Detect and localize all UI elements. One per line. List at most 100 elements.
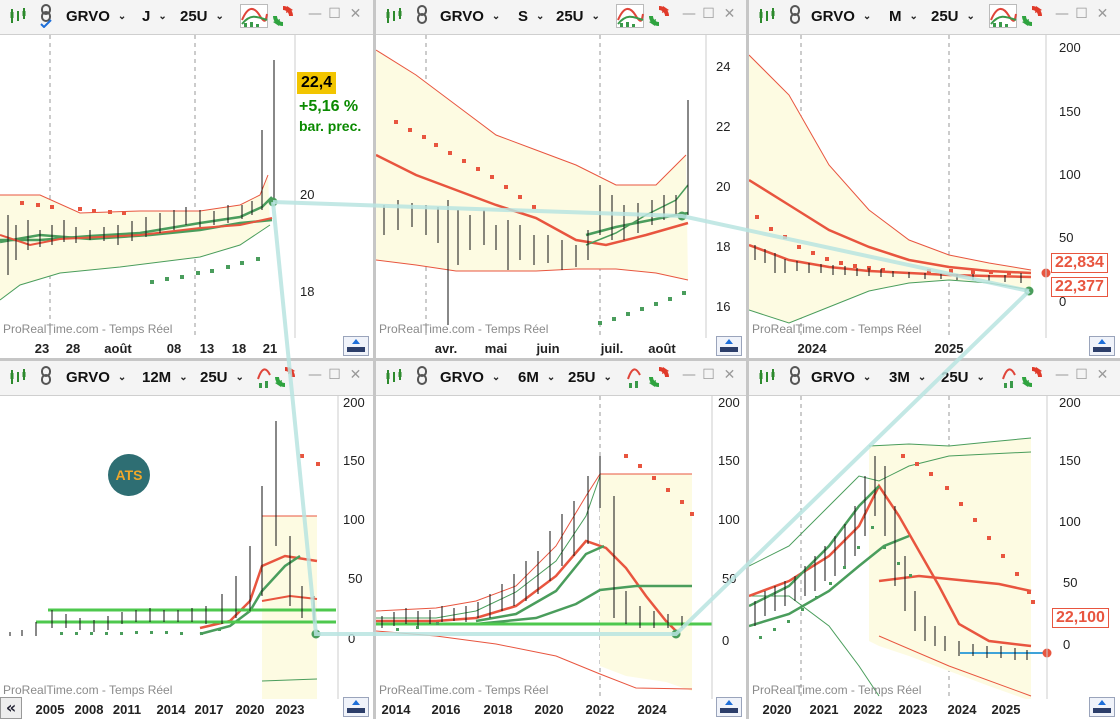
- indicator-icon[interactable]: [256, 365, 272, 389]
- price-chart[interactable]: [376, 396, 746, 699]
- chart-toolbar: GRVO ⌄ S ⌄ 25U ⌄ — ☐ ✕: [376, 0, 746, 35]
- chevron-down-icon: ⌄: [215, 10, 224, 22]
- candlestick-icon[interactable]: [757, 365, 777, 389]
- price-chart[interactable]: [376, 35, 746, 338]
- candlestick-icon[interactable]: [8, 365, 28, 389]
- minimize-button[interactable]: —: [308, 367, 322, 383]
- symbol-selector[interactable]: GRVO ⌄: [440, 7, 501, 25]
- link-icon[interactable]: [38, 365, 54, 389]
- minimize-button[interactable]: —: [1055, 6, 1069, 22]
- refresh-icon[interactable]: [272, 4, 294, 28]
- close-button[interactable]: ✕: [723, 6, 736, 22]
- refresh-icon[interactable]: [1021, 4, 1043, 28]
- y-axis-label: 50: [722, 571, 737, 586]
- y-axis-label: 50: [1063, 575, 1078, 590]
- x-axis-label: juil.: [600, 341, 624, 356]
- x-axis-label: 2008: [74, 702, 104, 717]
- symbol-selector[interactable]: GRVO ⌄: [440, 368, 501, 386]
- indicator-icon[interactable]: [1001, 365, 1017, 389]
- units-selector[interactable]: 25U ⌄: [180, 7, 224, 25]
- candlestick-icon[interactable]: [384, 365, 404, 389]
- symbol-selector[interactable]: GRVO ⌄: [811, 368, 872, 386]
- chart-panel-weekly: GRVO ⌄ S ⌄ 25U ⌄ — ☐ ✕: [376, 0, 746, 358]
- maximize-button[interactable]: ☐: [702, 367, 715, 383]
- link-icon[interactable]: [787, 365, 803, 389]
- units-selector[interactable]: 25U ⌄: [931, 7, 975, 25]
- close-button[interactable]: ✕: [349, 6, 362, 22]
- maximize-button[interactable]: ☐: [1075, 6, 1088, 22]
- y-axis-label: 16: [716, 299, 731, 314]
- close-button[interactable]: ✕: [723, 367, 736, 383]
- y-axis-label: 0: [1063, 637, 1071, 652]
- maximize-button[interactable]: ☐: [702, 6, 715, 22]
- timeframe-selector[interactable]: 12M ⌄: [142, 368, 188, 386]
- price-chart[interactable]: [0, 396, 373, 699]
- last-price-box: 22,4: [297, 72, 337, 94]
- refresh-icon[interactable]: [274, 365, 296, 389]
- refresh-icon[interactable]: [648, 4, 670, 28]
- x-axis-label: 2025: [934, 341, 964, 356]
- refresh-icon[interactable]: [1021, 365, 1043, 389]
- price-chart[interactable]: [749, 396, 1120, 699]
- units-selector[interactable]: 25U ⌄: [568, 368, 612, 386]
- scroll-up-icon[interactable]: [1089, 336, 1115, 356]
- x-axis-label: 13: [199, 341, 215, 356]
- units-selector[interactable]: 25U ⌄: [556, 7, 600, 25]
- price-chart[interactable]: [0, 35, 373, 338]
- indicator-icon[interactable]: [626, 365, 642, 389]
- close-button[interactable]: ✕: [1096, 6, 1109, 22]
- indicator-icon[interactable]: [989, 4, 1017, 28]
- timeframe-selector[interactable]: S ⌄: [518, 7, 545, 25]
- close-button[interactable]: ✕: [1096, 367, 1109, 383]
- chart-toolbar: GRVO ⌄ 6M ⌄ 25U ⌄ — ☐ ✕: [376, 361, 746, 396]
- x-axis-label: 2011: [112, 702, 142, 717]
- refresh-icon[interactable]: [648, 365, 670, 389]
- minimize-button[interactable]: —: [308, 6, 322, 22]
- indicator-icon[interactable]: [616, 4, 644, 28]
- symbol-selector[interactable]: GRVO ⌄: [811, 7, 872, 25]
- panel-divider[interactable]: [0, 358, 1120, 361]
- scroll-up-icon[interactable]: [1089, 697, 1115, 717]
- symbol-selector[interactable]: GRVO ⌄: [66, 368, 127, 386]
- y-axis-label: 50: [348, 571, 363, 586]
- y-axis-label: 150: [343, 453, 365, 468]
- link-icon[interactable]: [414, 4, 430, 28]
- maximize-button[interactable]: ☐: [328, 367, 341, 383]
- candlestick-icon[interactable]: [8, 4, 28, 28]
- timeframe-selector[interactable]: 3M ⌄: [889, 368, 927, 386]
- link-icon[interactable]: [787, 4, 803, 28]
- timeframe-selector[interactable]: J ⌄: [142, 7, 167, 25]
- timeframe-selector[interactable]: M ⌄: [889, 7, 918, 25]
- link-icon[interactable]: [38, 4, 54, 28]
- scroll-up-icon[interactable]: [716, 697, 742, 717]
- y-axis-label: 0: [1059, 294, 1067, 309]
- link-icon[interactable]: [414, 365, 430, 389]
- x-axis-label: 2024: [947, 702, 977, 717]
- units-selector[interactable]: 25U ⌄: [200, 368, 244, 386]
- indicator-icon[interactable]: [240, 4, 268, 28]
- chart-toolbar: GRVO ⌄ 3M ⌄ 25U ⌄ — ☐ ✕: [749, 361, 1120, 396]
- minimize-button[interactable]: —: [682, 367, 696, 383]
- y-axis-label: 150: [718, 453, 740, 468]
- timeframe-selector[interactable]: 6M ⌄: [518, 368, 556, 386]
- chevron-down-icon: ⌄: [862, 371, 872, 383]
- maximize-button[interactable]: ☐: [328, 6, 341, 22]
- minimize-button[interactable]: —: [1055, 367, 1069, 383]
- watermark: ProRealTime.com - Temps Réel: [752, 683, 922, 697]
- x-axis: 2014 2016 2018 2020 2022 2024: [376, 699, 746, 719]
- x-axis-label: 28: [65, 341, 81, 356]
- symbol-selector[interactable]: GRVO ⌄: [66, 7, 127, 25]
- units-selector[interactable]: 25U ⌄: [941, 368, 985, 386]
- x-axis: avr. mai juin juil. août: [376, 338, 746, 358]
- minimize-button[interactable]: —: [682, 6, 696, 22]
- candlestick-icon[interactable]: [757, 4, 777, 28]
- maximize-button[interactable]: ☐: [1075, 367, 1088, 383]
- scroll-up-icon[interactable]: [343, 697, 369, 717]
- x-axis: 2024 2025: [749, 338, 1120, 358]
- y-axis-label: 150: [1059, 453, 1081, 468]
- chevron-down-icon: ⌄: [862, 10, 872, 22]
- close-button[interactable]: ✕: [349, 367, 362, 383]
- y-axis-label: 200: [718, 395, 740, 410]
- x-axis-label: 21: [262, 341, 278, 356]
- candlestick-icon[interactable]: [384, 4, 404, 28]
